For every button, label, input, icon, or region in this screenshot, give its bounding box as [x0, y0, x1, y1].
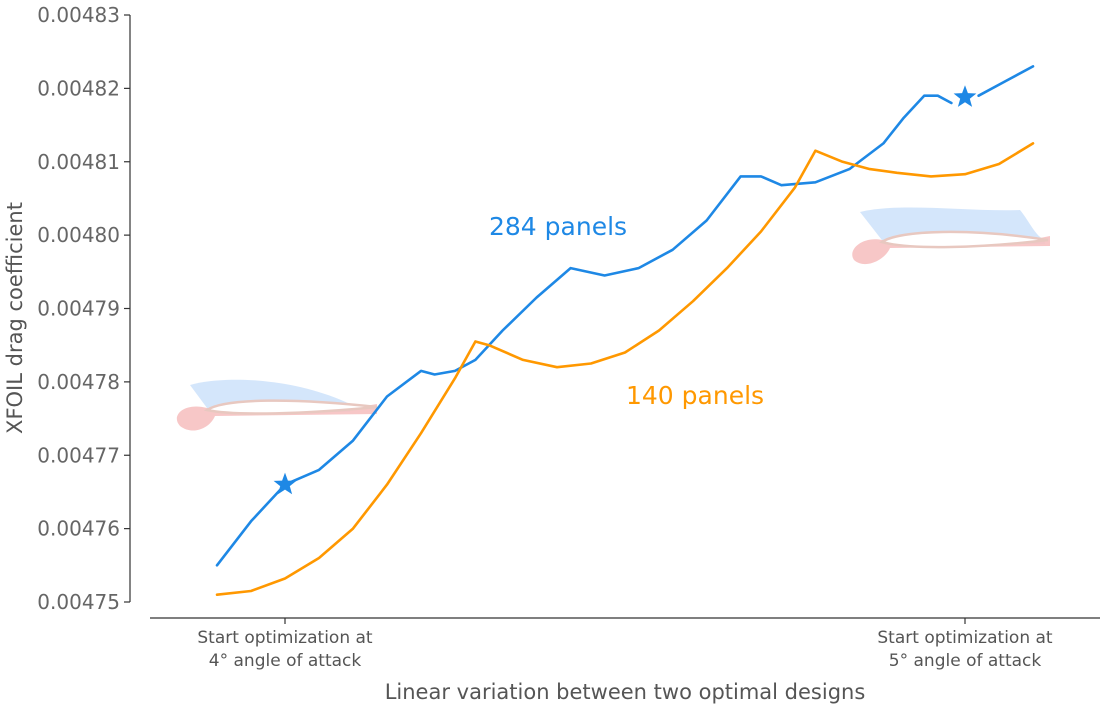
- series-line-0-segment-2: [977, 65, 1035, 97]
- y-tick-label: 0.00480: [37, 223, 120, 247]
- y-tick-label: 0.00482: [37, 76, 120, 100]
- star-marker-1: [953, 85, 977, 107]
- x-tick-label-line2: 4° angle of attack: [209, 651, 362, 671]
- x-tick-label-line2: 5° angle of attack: [889, 651, 1042, 671]
- series-label-284-panels: 284 panels: [489, 212, 627, 241]
- airfoil-shape: [879, 230, 1049, 249]
- y-tick-label: 0.00476: [37, 517, 120, 541]
- airfoil-shape: [203, 399, 378, 415]
- y-tick-label: 0.00483: [37, 3, 120, 27]
- y-tick-label: 0.00477: [37, 443, 120, 467]
- series-line-0-segment-0: [215, 483, 287, 567]
- airfoil-illustration-right: [852, 207, 1050, 265]
- y-axis-title: XFOIL drag coefficient: [3, 202, 27, 434]
- y-tick-label: 0.00475: [37, 590, 120, 614]
- series-label-140-panels: 140 panels: [626, 381, 764, 410]
- x-tick-label-line1: Start optimization at: [877, 628, 1053, 648]
- y-tick-label: 0.00478: [37, 370, 120, 394]
- y-tick-label: 0.00479: [37, 297, 120, 321]
- series-line-1-segment-0: [215, 142, 1035, 597]
- y-tick-label: 0.00481: [37, 150, 120, 174]
- airfoil-illustration-left: [176, 379, 378, 431]
- x-tick-label-line1: Start optimization at: [197, 628, 373, 648]
- axes: 0.00475 0.00476 0.00477 0.00478 0.00479 0.004…: [37, 3, 1100, 671]
- star-marker-0: [273, 472, 297, 495]
- design-markers: [273, 85, 977, 495]
- x-axis-title: Linear variation between two optimal des…: [385, 680, 866, 704]
- series-line-0-segment-1: [283, 94, 953, 486]
- series-lines: [215, 65, 1035, 597]
